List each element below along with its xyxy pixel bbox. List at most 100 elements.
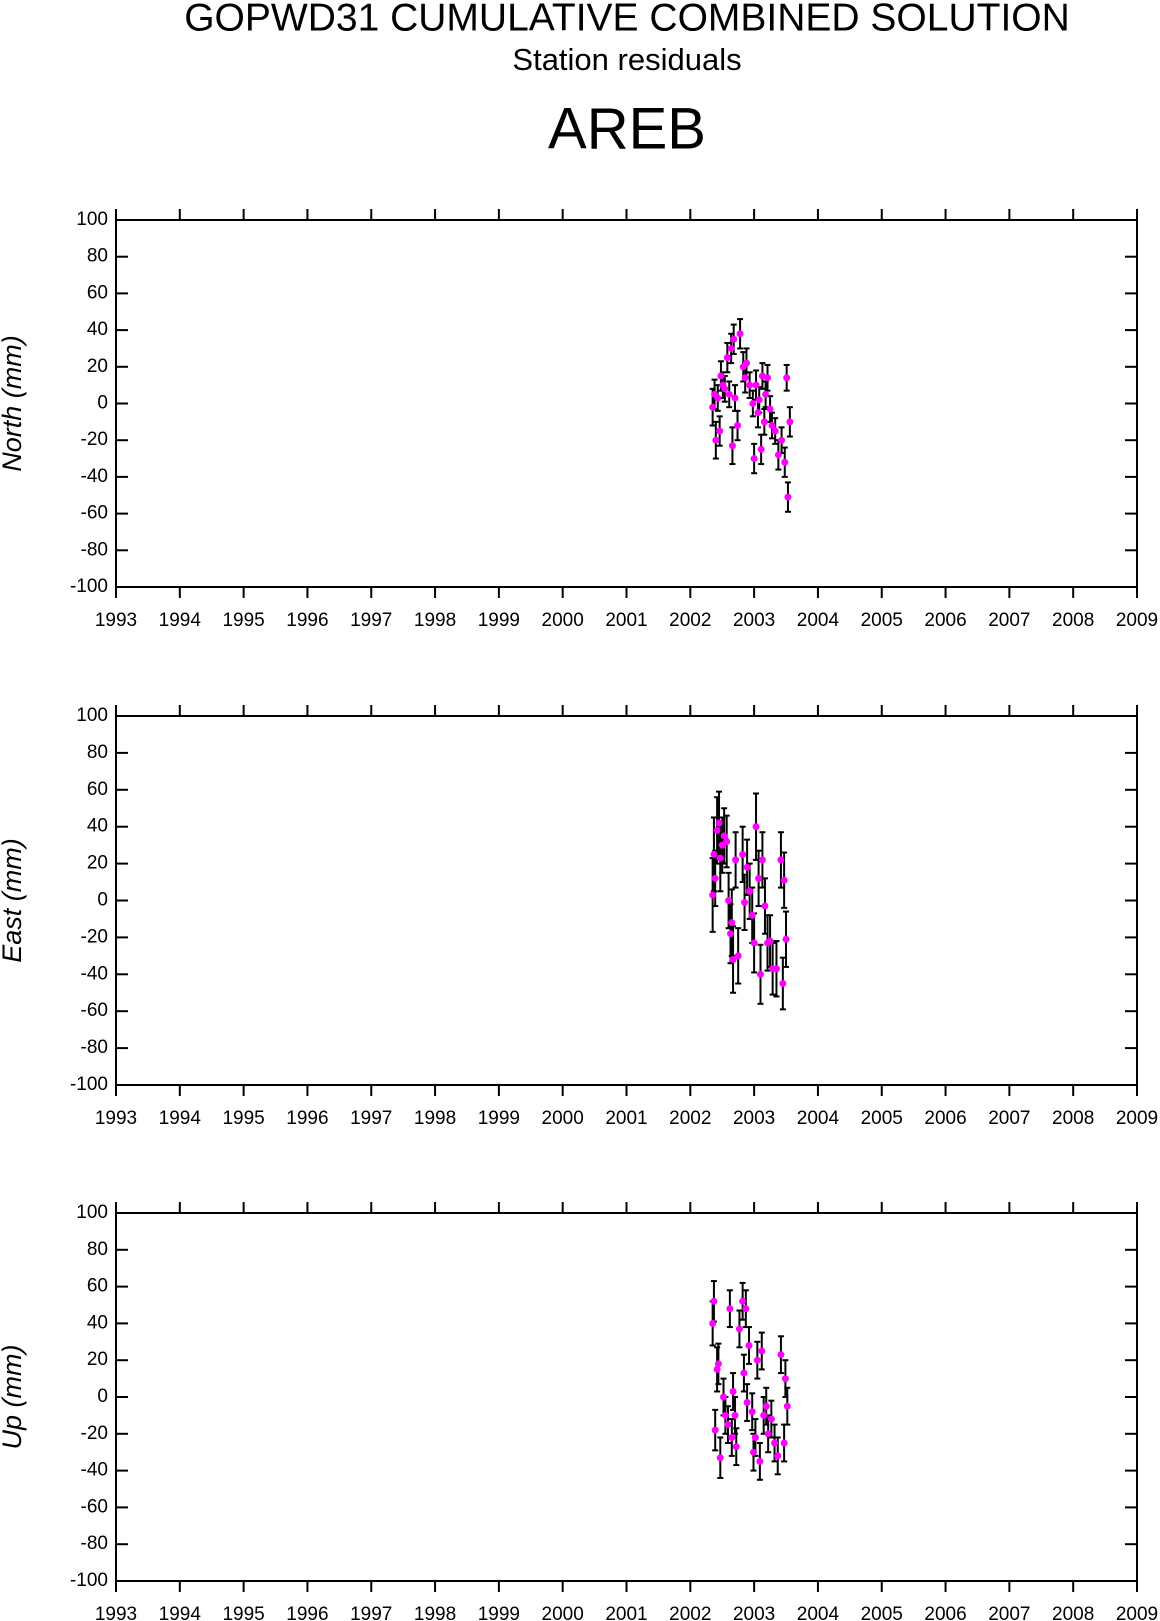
data-point [740, 1369, 748, 1377]
data-point [778, 436, 786, 444]
data-point [716, 1454, 724, 1462]
data-point [784, 493, 792, 501]
x-tick-label: 1996 [286, 1108, 328, 1129]
data-point [710, 850, 718, 858]
x-tick-label: 2009 [1116, 1108, 1158, 1129]
data-point [750, 939, 758, 947]
x-tick-label: 2003 [733, 1604, 775, 1621]
data-point [728, 919, 736, 927]
plot-frame [115, 219, 1138, 588]
data-point [771, 427, 779, 435]
data-point [741, 374, 749, 382]
data-point [727, 930, 735, 938]
data-point [780, 1439, 788, 1447]
data-point [716, 854, 724, 862]
data-point [734, 422, 742, 430]
data-point [767, 1415, 775, 1423]
data-point [757, 445, 765, 453]
y-tick-label: 80 [87, 246, 108, 267]
data-point [743, 1399, 751, 1407]
data-point [772, 965, 780, 973]
y-tick-label: -20 [81, 1423, 108, 1444]
x-tick-label: 2004 [797, 1604, 840, 1621]
y-tick-label: -100 [70, 576, 108, 597]
data-point [735, 1325, 743, 1333]
data-point [724, 1421, 732, 1429]
x-tick-label: 1993 [95, 1108, 137, 1129]
x-tick-label: 1996 [286, 1604, 328, 1621]
data-point [743, 863, 751, 871]
subtitle: Station residuals [512, 42, 741, 77]
data-point [771, 1439, 779, 1447]
y-tick-label: 40 [87, 1312, 108, 1333]
data-point [729, 1387, 737, 1395]
x-tick-label: 1999 [478, 610, 520, 631]
data-point [761, 902, 769, 910]
y-tick-label: -60 [81, 503, 108, 524]
data-point [714, 394, 722, 402]
data-point [732, 1443, 740, 1451]
data-point [777, 1351, 785, 1359]
x-tick-label: 2009 [1116, 1604, 1158, 1621]
data-point [734, 952, 742, 960]
y-tick-label: 0 [97, 393, 108, 414]
x-tick-label: 1997 [350, 1604, 392, 1621]
data-point [725, 897, 733, 904]
y-tick-label: -40 [81, 963, 108, 984]
data-point [746, 887, 754, 895]
data-point [749, 400, 757, 407]
data-point [721, 385, 729, 393]
x-tick-label: 2009 [1116, 610, 1158, 631]
x-tick-label: 2008 [1052, 1604, 1094, 1621]
y-tick-label: -40 [81, 466, 108, 487]
x-tick-label: 2005 [861, 610, 903, 631]
x-tick-label: 1995 [222, 610, 264, 631]
data-point [729, 956, 737, 964]
data-point [760, 1411, 768, 1419]
data-point [739, 850, 747, 858]
data-point [779, 980, 787, 988]
data-point [758, 1347, 766, 1355]
x-tick-label: 1994 [159, 1108, 202, 1129]
x-tick-label: 1995 [222, 1108, 264, 1129]
y-tick-label: -20 [81, 926, 108, 947]
y-tick-label: -60 [81, 1496, 108, 1517]
data-point [723, 354, 731, 362]
data-point [723, 837, 731, 845]
y-axis-label: East (mm) [0, 838, 27, 963]
data-point [774, 1452, 782, 1460]
data-point [742, 1305, 750, 1313]
data-point [752, 823, 760, 831]
data-point [720, 832, 728, 840]
y-tick-label: -40 [81, 1460, 108, 1481]
x-tick-label: 2001 [605, 1604, 647, 1621]
x-tick-label: 2000 [542, 1604, 584, 1621]
data-point [751, 1433, 759, 1441]
data-point [716, 427, 724, 435]
data-point [739, 1297, 747, 1305]
data-point [714, 1360, 722, 1368]
y-tick-label: -80 [81, 1037, 108, 1058]
y-tick-label: 20 [87, 853, 108, 874]
data-point [749, 1448, 757, 1456]
data-point [709, 1319, 717, 1327]
data-point [726, 1305, 734, 1313]
data-point [764, 374, 772, 382]
data-point [766, 937, 774, 945]
x-tick-label: 1997 [350, 1108, 392, 1129]
x-tick-label: 1999 [478, 1604, 520, 1621]
data-point [710, 1297, 718, 1305]
y-tick-label: 60 [87, 779, 108, 800]
title: GOPWD31 CUMULATIVE COMBINED SOLUTION [184, 0, 1070, 39]
data-point [746, 381, 754, 389]
x-tick-label: 1994 [159, 1604, 202, 1621]
plot-frame [115, 1212, 1138, 1582]
data-point [721, 1411, 729, 1419]
y-tick-label: 20 [87, 1349, 108, 1370]
y-tick-label: -80 [81, 1533, 108, 1554]
y-tick-label: 40 [87, 816, 108, 837]
y-tick-label: -100 [70, 1074, 108, 1095]
data-point [709, 403, 717, 411]
y-axis-label: Up (mm) [0, 1345, 27, 1450]
